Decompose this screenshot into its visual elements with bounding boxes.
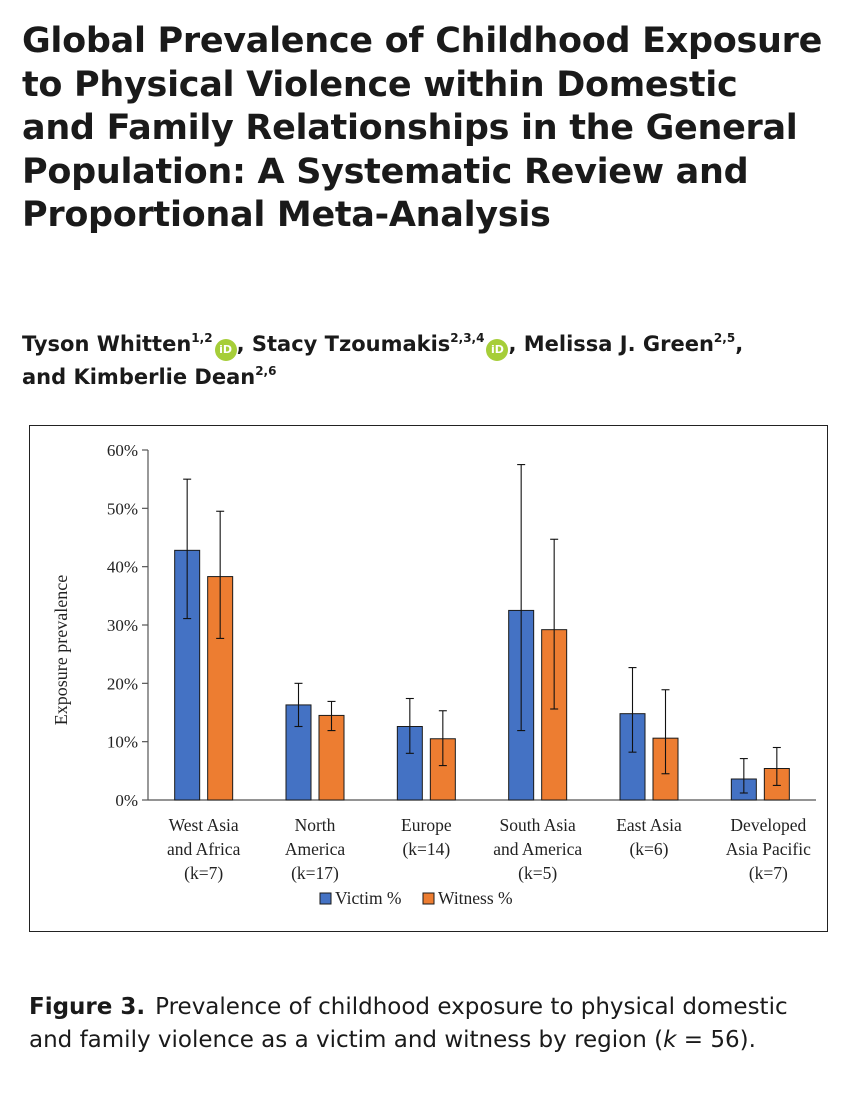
author-separator-2: ,	[508, 332, 524, 356]
author-separator-1: ,	[236, 332, 252, 356]
x-tick-label: America	[285, 839, 345, 859]
figure-caption: Figure 3. Prevalence of childhood exposur…	[29, 991, 829, 1057]
y-tick-label: 30%	[107, 616, 138, 635]
title-line-5: Proportional Meta-Analysis	[22, 195, 551, 235]
legend-label-victim: Victim %	[335, 888, 402, 908]
x-tick-label: Europe	[401, 815, 452, 835]
author-affiliation-4: 2,6	[255, 364, 277, 378]
paper-title: Global Prevalence of Childhood Exposure …	[22, 20, 842, 238]
author-name-2: Stacy Tzoumakis	[251, 332, 451, 356]
author-list: Tyson Whitten1,2iD, Stacy Tzoumakis2,3,4…	[22, 328, 852, 394]
x-tick-label: Developed	[730, 815, 806, 835]
x-tick-label: and Africa	[167, 839, 241, 859]
legend-label-witness: Witness %	[438, 888, 513, 908]
x-tick-label: Asia Pacific	[726, 839, 811, 859]
x-tick-label: (k=6)	[629, 839, 668, 859]
author-affiliation-1: 1,2	[191, 331, 213, 345]
y-axis-label: Exposure prevalence	[51, 575, 71, 725]
legend-swatch-victim	[319, 892, 332, 905]
y-tick-label: 20%	[107, 674, 138, 693]
caption-k-value: = 56).	[676, 1027, 756, 1053]
author-name-3: Melissa J. Green	[523, 332, 714, 356]
x-tick-label: (k=7)	[749, 863, 788, 883]
title-line-1: Global Prevalence of Childhood Exposure	[22, 21, 823, 61]
x-tick-label: (k=14)	[402, 839, 450, 859]
legend-swatch-witness	[422, 892, 435, 905]
y-tick-label: 60%	[107, 441, 138, 460]
y-tick-label: 40%	[107, 558, 138, 577]
y-tick-label: 0%	[115, 791, 138, 810]
author-name-1: Tyson Whitten	[22, 332, 192, 356]
x-tick-label: (k=5)	[518, 863, 557, 883]
caption-k-symbol: k	[663, 1027, 677, 1053]
x-tick-label: (k=7)	[184, 863, 223, 883]
y-tick-label: 50%	[107, 499, 138, 518]
x-tick-label: (k=17)	[291, 863, 339, 883]
x-tick-label: West Asia	[169, 815, 239, 835]
x-tick-label: South Asia	[499, 815, 576, 835]
orcid-icon-1[interactable]: iD	[214, 339, 237, 361]
x-tick-label: North	[295, 815, 336, 835]
x-tick-label: East Asia	[616, 815, 682, 835]
author-affiliation-2: 2,3,4	[450, 331, 485, 345]
caption-text: Prevalence of childhood exposure to phys…	[29, 994, 788, 1053]
figure-label: Figure 3.	[29, 994, 146, 1020]
title-line-3: and Family Relationships in the General	[22, 108, 798, 148]
y-tick-label: 10%	[107, 733, 138, 752]
author-affiliation-3: 2,5	[713, 331, 736, 345]
author-separator-3: ,	[735, 332, 744, 356]
bar-chart: 0% 10% 20% 30% 40% 50% 60% Exposure prevalence W…	[51, 441, 816, 908]
author-name-4: and Kimberlie Dean	[22, 365, 256, 389]
orcid-icon-2[interactable]: iD	[486, 339, 509, 361]
title-line-2: to Physical Violence within Domestic	[22, 64, 738, 105]
title-line-4: Population: A Systematic Review and	[22, 151, 749, 192]
x-tick-label: and America	[493, 839, 582, 859]
figure-3-chart: 0% 10% 20% 30% 40% 50% 60% Exposure prevalence W…	[29, 425, 828, 932]
